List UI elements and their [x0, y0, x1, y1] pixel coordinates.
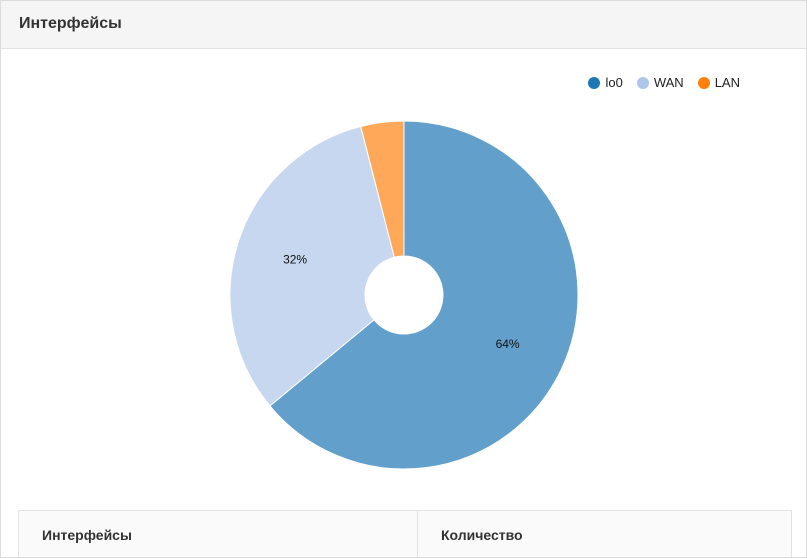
donut-chart: 64% 32%: [229, 120, 579, 470]
legend-item-wan[interactable]: WAN: [636, 75, 684, 90]
legend-dot-icon: [588, 76, 601, 89]
slice-wan[interactable]: [229, 125, 395, 407]
legend-item-lan[interactable]: LAN: [697, 75, 740, 90]
legend-label: WAN: [653, 75, 684, 90]
column-header-count[interactable]: Количество: [441, 527, 523, 543]
chart-legend: lo0 WAN LAN: [574, 75, 740, 90]
legend-item-lo0[interactable]: lo0: [588, 75, 623, 90]
slice-label: 64%: [496, 337, 520, 351]
slice-lo0[interactable]: [269, 120, 579, 470]
legend-label: lo0: [605, 75, 623, 90]
panel-header: Интерфейсы: [1, 1, 806, 49]
slice-label: 32%: [283, 253, 307, 267]
slice-lan[interactable]: [360, 120, 405, 258]
panel-title: Интерфейсы: [19, 15, 122, 32]
column-header-interfaces[interactable]: Интерфейсы: [19, 511, 418, 557]
legend-label: LAN: [714, 75, 740, 90]
legend-dot-icon: [697, 76, 710, 89]
interfaces-table-header: Интерфейсы Количество: [18, 510, 792, 557]
legend-dot-icon: [636, 76, 649, 89]
